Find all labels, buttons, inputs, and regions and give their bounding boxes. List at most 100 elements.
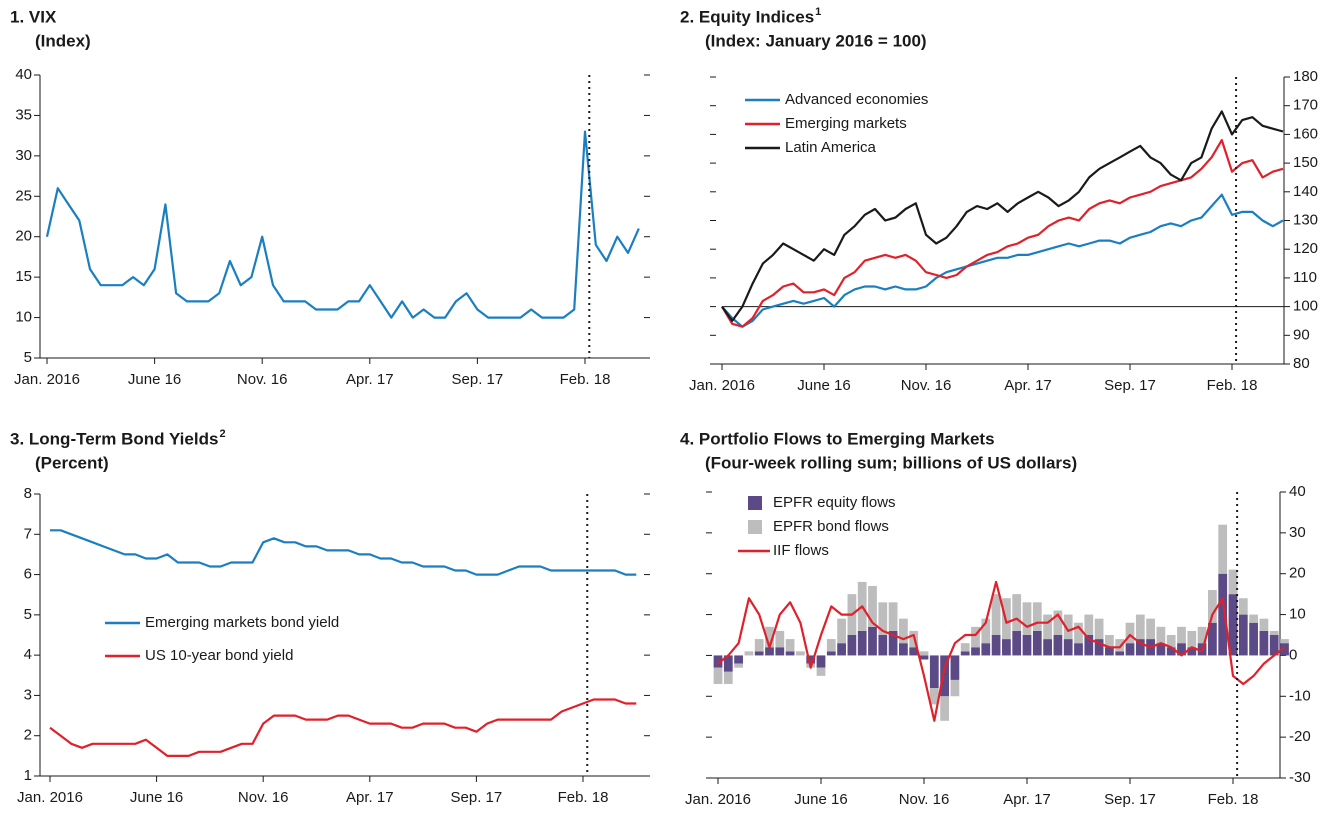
x-tick-label: Apr. 17 [346,371,394,388]
flow-bar [806,655,816,664]
legend-label: IIF flows [773,542,829,559]
y-tick-label: -30 [1289,769,1311,786]
flow-bar [775,647,785,656]
flow-bar [765,626,774,648]
flow-bar [816,667,826,676]
flow-bar [765,647,774,656]
y-tick-label: 100 [1293,298,1318,315]
flow-bar [1002,639,1011,656]
flow-bar [1012,594,1022,631]
flow-bar [1187,630,1197,648]
flow-bar [785,639,795,652]
flow-bar [971,626,980,648]
flow-bar [950,655,960,680]
flow-bar [1022,602,1032,635]
x-tick-label: June 16 [794,791,847,808]
x-tick-label: June 16 [797,377,850,394]
flow-bar [723,671,733,685]
x-tick-label: Sep. 17 [451,789,503,806]
flow-bar [1105,647,1114,656]
x-tick-label: Apr. 17 [1003,791,1051,808]
flow-bar [919,651,929,656]
flow-bar [1156,626,1166,644]
flow-line [717,580,1286,722]
y-tick-label: 5 [24,349,32,366]
x-tick-label: Sep. 17 [1104,791,1156,808]
flow-bar [950,679,960,697]
y-tick-label: 180 [1293,68,1318,85]
x-tick-label: Nov. 16 [237,371,288,388]
chart-subtitle: (Index: January 2016 = 100) [705,31,927,50]
flow-bar [1074,622,1083,644]
flow-bar [868,585,877,627]
flow-bar [1269,630,1279,635]
flow-bar [878,635,888,656]
chart-title: 4. Portfolio Flows to Emerging Markets [680,429,995,448]
x-tick-label: Nov. 16 [238,789,289,806]
flow-bar [1249,614,1258,623]
flow-bar [929,688,939,705]
flow-bar [1208,590,1217,623]
y-tick-label: 3 [24,686,32,703]
y-tick-label: 1 [24,767,32,784]
flow-bar [1135,639,1145,656]
title-note: 1 [815,6,821,18]
flow-bar [857,630,867,656]
flow-bar [1094,618,1104,640]
flow-bar [1125,643,1135,656]
x-tick-label: Apr. 17 [346,789,394,806]
x-tick-label: Nov. 16 [899,791,950,808]
flow-bar [734,663,743,668]
x-tick-label: Nov. 16 [901,377,952,394]
flow-bar [1032,602,1042,631]
y-tick-label: 30 [1289,524,1306,541]
flow-bar [1074,643,1083,656]
y-tick-label: 130 [1293,211,1318,228]
flow-bar [744,651,754,656]
flow-bar [888,630,898,656]
y-tick-label: 120 [1293,240,1318,257]
y-tick-label: 160 [1293,125,1318,142]
flow-bar [929,655,939,689]
flow-bar [713,667,723,685]
chart-subtitle: (Four-week rolling sum; billions of US d… [705,453,1077,472]
flow-bar [837,618,846,644]
flow-bar [754,639,764,652]
flow-bar [1238,598,1248,615]
y-tick-label: 90 [1293,326,1310,343]
flow-bar [1238,614,1248,656]
flow-bar [1053,610,1063,635]
flow-bar [981,643,991,656]
x-tick-label: June 16 [128,371,181,388]
x-tick-label: Feb. 18 [1208,791,1259,808]
legend-label: Emerging markets bond yield [145,614,339,631]
y-tick-label: 15 [15,268,32,285]
series-line [721,139,1284,328]
series-line [721,110,1284,322]
x-tick-label: June 16 [130,789,183,806]
flow-bar [1177,643,1186,656]
x-tick-label: Feb. 18 [1207,377,1258,394]
flow-bar [899,643,908,656]
chart-subtitle: (Index) [35,31,91,50]
flow-bar [1197,626,1207,644]
flow-bar [1012,630,1022,656]
y-tick-label: 110 [1293,269,1317,286]
legend-label: Emerging markets [785,115,907,132]
flow-bar [1022,635,1032,656]
flow-bar [1269,635,1279,656]
legend-swatch [748,496,762,510]
flow-bar [878,602,888,635]
flow-bar [1094,639,1104,656]
y-tick-label: -10 [1289,687,1311,704]
flow-bar [960,651,970,656]
flow-bar [909,647,919,656]
flow-bar [1105,635,1114,648]
flow-bar [1218,573,1228,656]
x-tick-label: Feb. 18 [558,789,609,806]
flow-bar [1249,622,1258,656]
flow-bar [723,655,733,672]
y-tick-label: 35 [15,106,32,123]
flow-bar [796,651,805,656]
